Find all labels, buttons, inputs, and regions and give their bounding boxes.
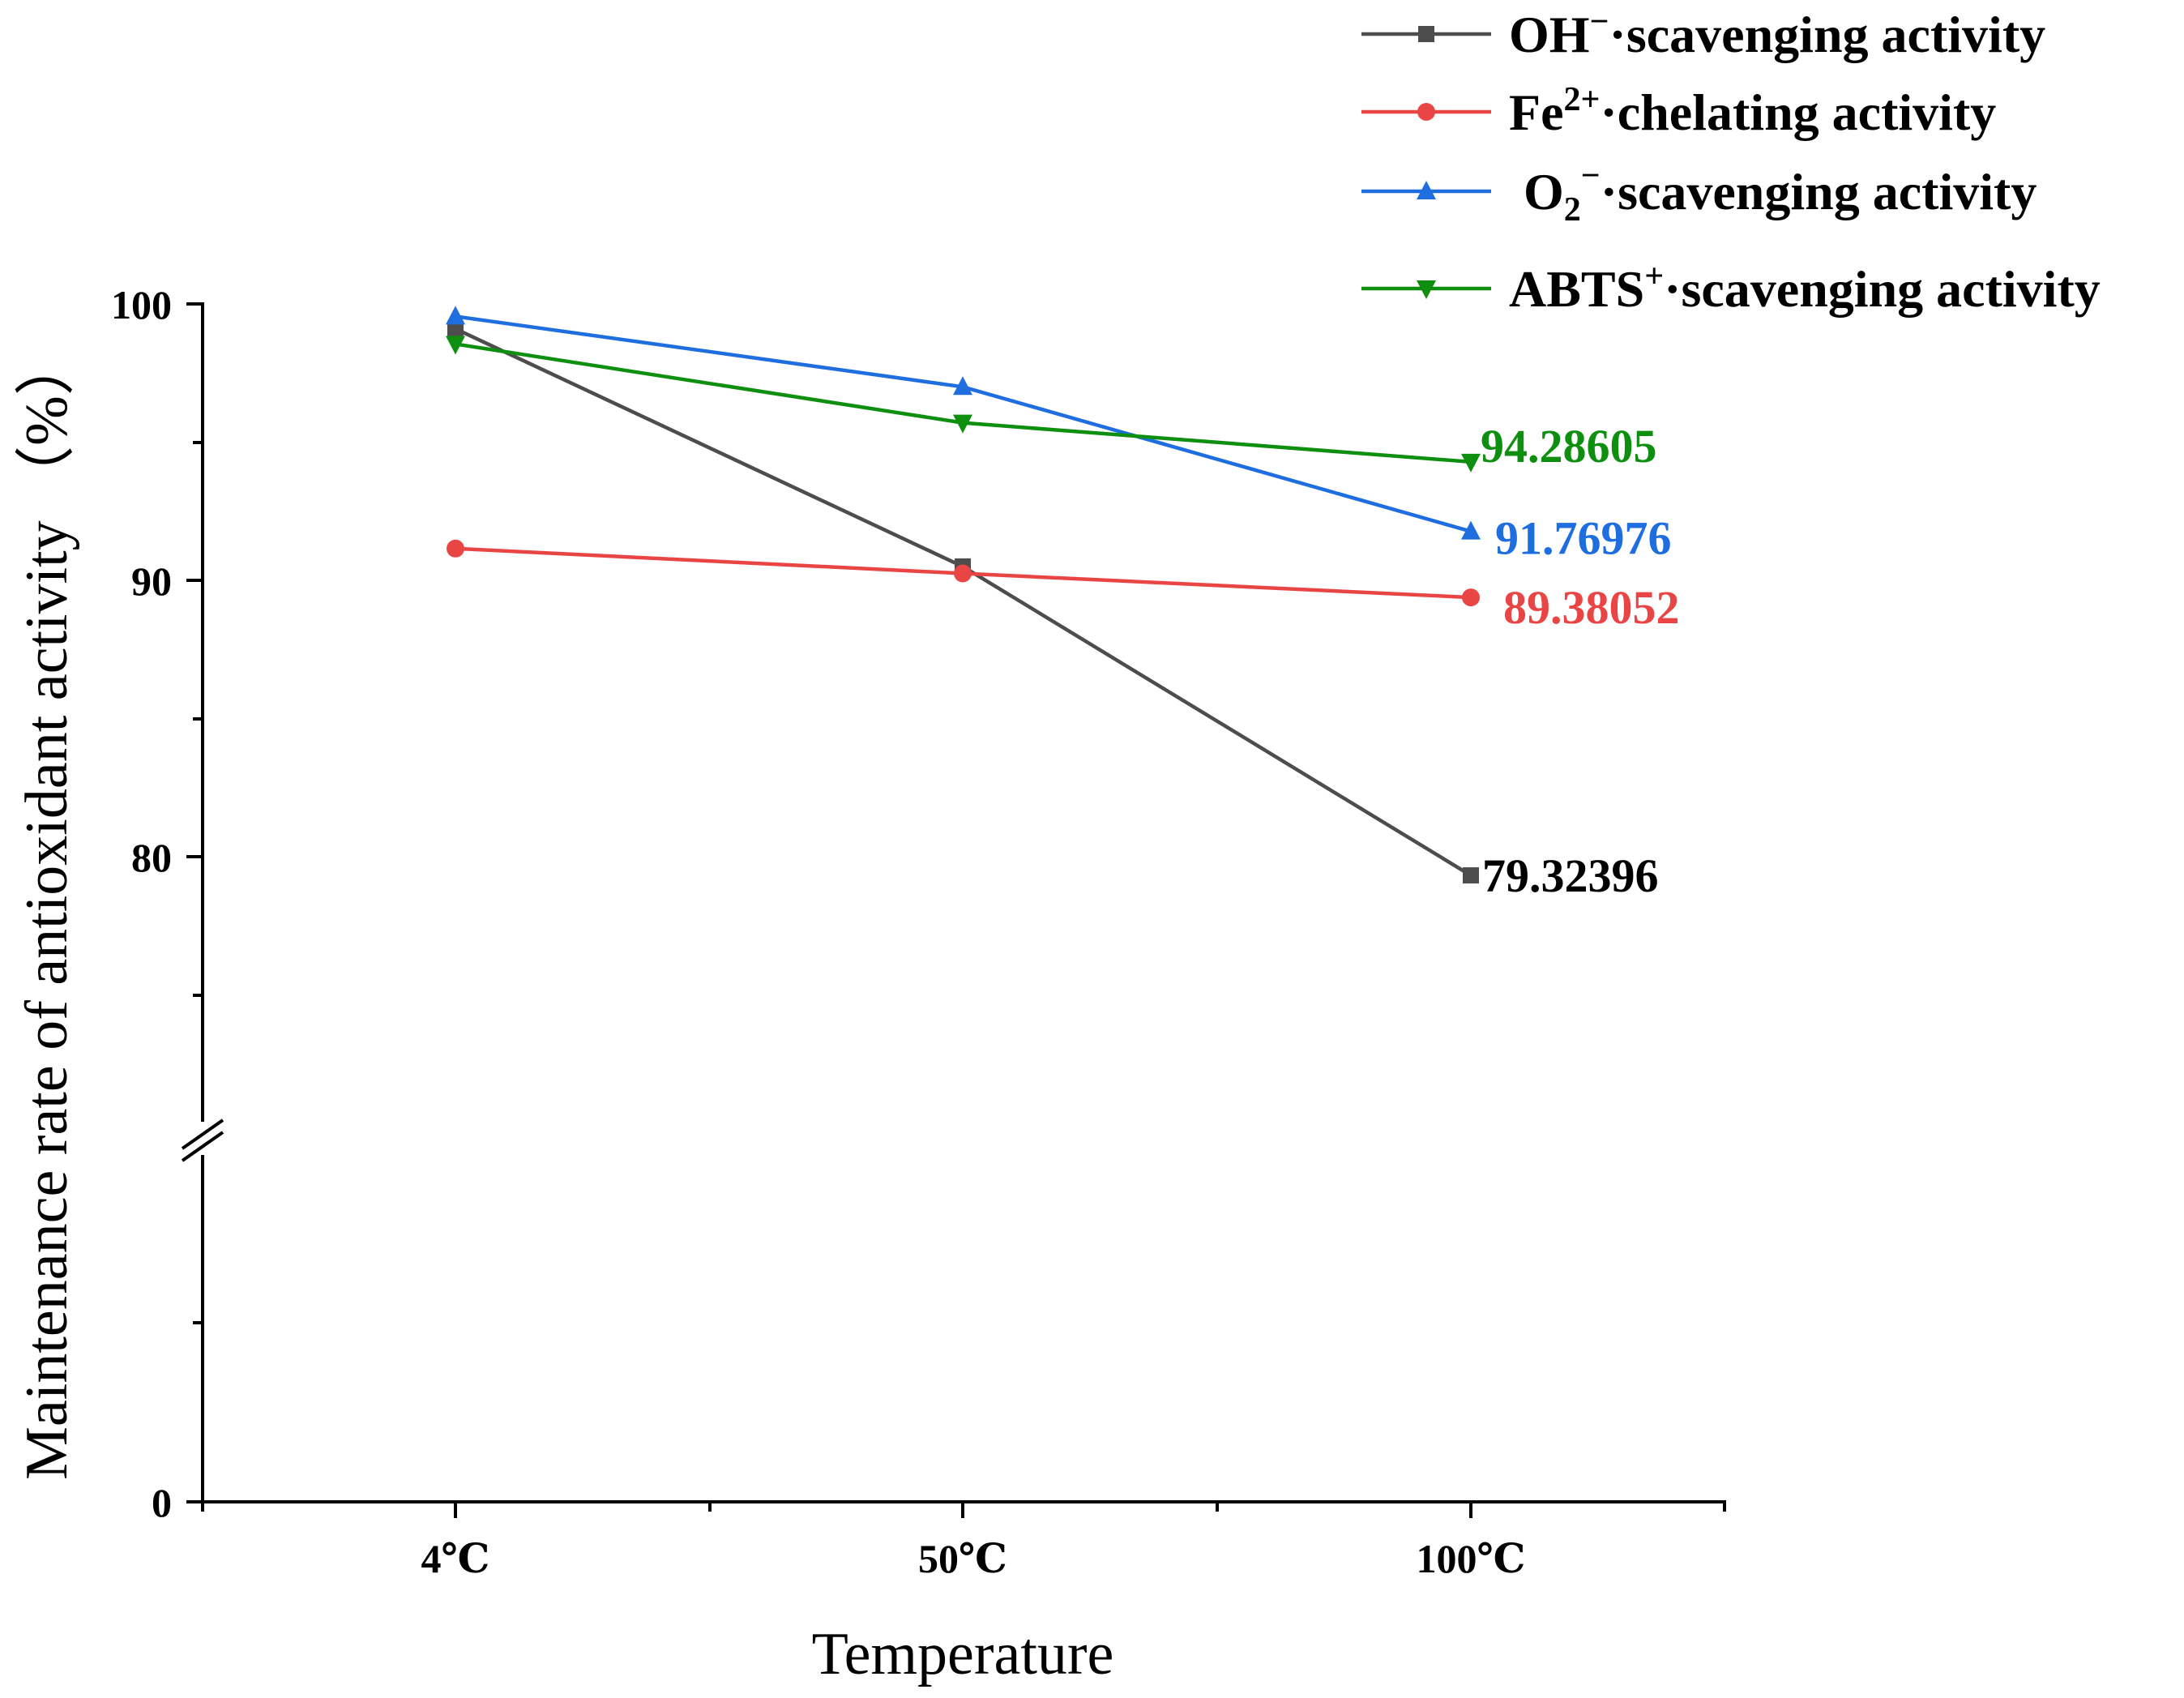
data-point-1-1	[954, 564, 972, 583]
legend-marker-3	[1417, 280, 1436, 299]
legend-marker-0	[1418, 26, 1434, 42]
legend: OH−·scavenging activity Fe2+·chelating ac…	[1361, 3, 2101, 318]
data-point-3-2	[1461, 453, 1481, 473]
data-label-3: 94.28605	[1481, 420, 1657, 473]
y-tick-label-100: 100	[111, 282, 172, 327]
x-tick-label-50C: 50℃	[918, 1536, 1007, 1581]
y-axis-break-marker	[181, 1118, 224, 1162]
y-tick-label-90: 90	[131, 558, 172, 604]
series-line-3	[455, 342, 1472, 464]
data-point-3-0	[446, 336, 465, 355]
data-point-1-0	[447, 539, 464, 558]
y-tick-label-0: 0	[152, 1480, 172, 1525]
series-layer	[446, 306, 1481, 884]
y-ticks	[186, 302, 203, 1503]
y-tick-label-80: 80	[131, 835, 172, 880]
x-axis-title: Temperature	[812, 1621, 1114, 1687]
legend-item-1: Fe2+·chelating activity	[1361, 81, 1996, 141]
x-tick-label-100C: 100℃	[1417, 1536, 1526, 1581]
data-point-3-1	[953, 414, 972, 434]
y-axis-title: Maintenance rate of antioxidant activity…	[14, 336, 80, 1480]
legend-item-2: O2−·scavenging activity	[1361, 157, 2037, 229]
legend-label-3: ABTS+·scavenging activity	[1509, 258, 2101, 318]
data-label-1: 89.38052	[1503, 581, 1680, 634]
axes: 100 90 80 0 4℃ 50℃ 100℃ Temperature Main…	[14, 282, 1726, 1687]
legend-label-2: O2−·scavenging activity	[1524, 157, 2037, 229]
series-0	[447, 320, 1479, 884]
series-3	[446, 336, 1481, 473]
x-ticks	[201, 1502, 1726, 1518]
series-line-0	[455, 327, 1472, 877]
x-tick-label-4C: 4℃	[421, 1536, 490, 1581]
legend-marker-2	[1417, 181, 1436, 199]
series-1	[447, 539, 1480, 607]
data-point-0-0	[447, 320, 464, 337]
end-labels: 79.32396 89.38052 91.76976 94.28605	[1481, 420, 1680, 902]
legend-item-3: ABTS+·scavenging activity	[1361, 258, 2101, 318]
data-point-1-2	[1462, 588, 1480, 607]
data-label-2: 91.76976	[1495, 512, 1672, 565]
legend-label-0: OH−·scavenging activity	[1509, 3, 2045, 63]
data-point-2-1	[953, 376, 972, 396]
data-point-2-2	[1461, 520, 1481, 540]
data-label-0: 79.32396	[1482, 849, 1659, 902]
data-point-0-2	[1463, 867, 1479, 884]
legend-label-1: Fe2+·chelating activity	[1509, 81, 1996, 141]
legend-marker-1	[1417, 103, 1435, 121]
data-point-2-0	[446, 306, 465, 325]
legend-item-0: OH−·scavenging activity	[1361, 3, 2045, 63]
series-2	[446, 306, 1481, 540]
